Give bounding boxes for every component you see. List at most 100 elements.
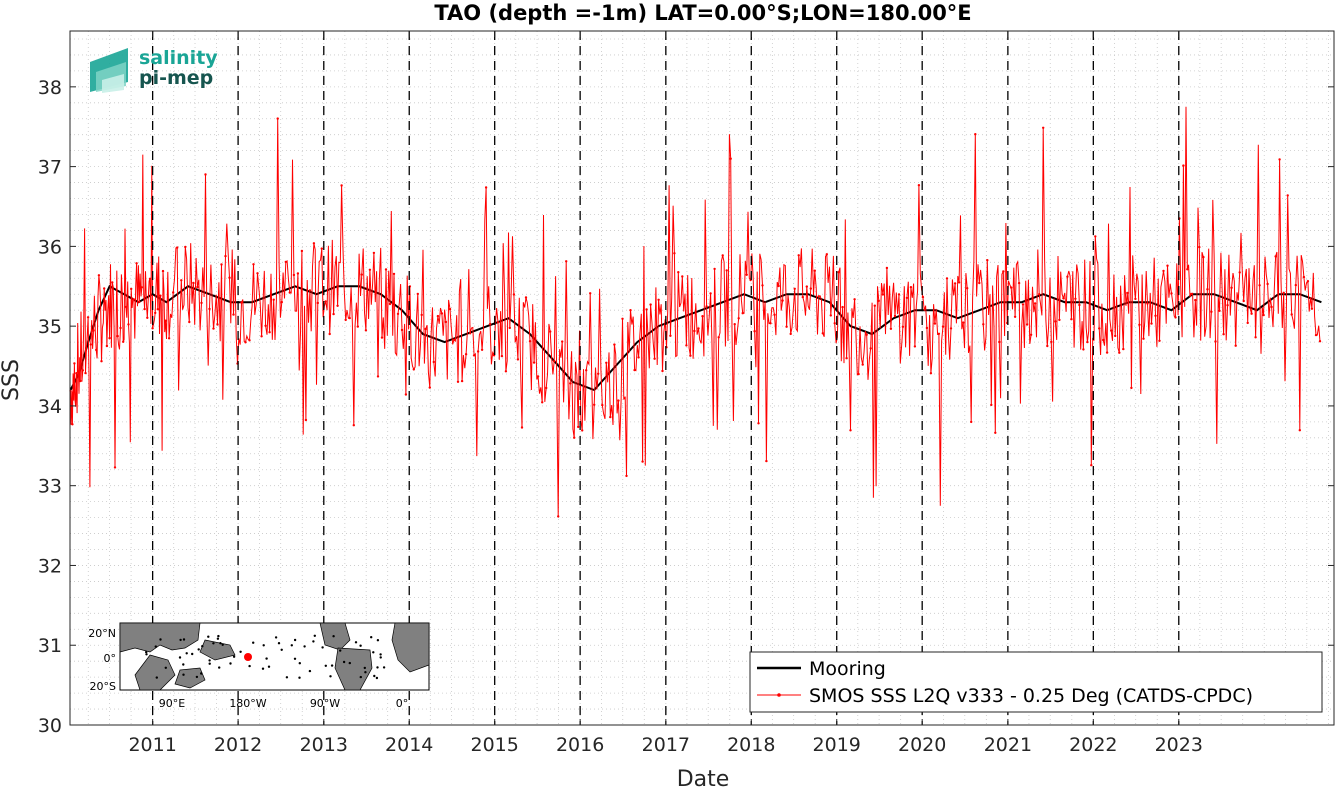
smos-point — [1290, 313, 1293, 316]
smos-point — [260, 335, 263, 338]
smos-point — [797, 254, 800, 257]
smos-point — [986, 259, 989, 262]
smos-point — [154, 311, 157, 315]
smos-point — [1021, 303, 1025, 306]
smos-point — [1202, 255, 1205, 259]
smos-point — [998, 340, 1001, 344]
smos-point — [613, 343, 616, 346]
smos-point — [717, 336, 720, 339]
legend-label-mooring: Mooring — [809, 658, 886, 680]
smos-point — [633, 368, 636, 372]
smos-point — [753, 330, 756, 333]
smos-point — [412, 368, 415, 371]
smos-point — [1010, 286, 1013, 289]
smos-point — [488, 322, 492, 326]
smos-point — [111, 281, 114, 284]
smos-point — [480, 348, 484, 351]
smos-point — [308, 289, 312, 292]
smos-point — [404, 393, 408, 396]
smos-point — [86, 316, 90, 319]
smos-point — [737, 317, 740, 320]
smos-point — [673, 252, 676, 255]
smos-point — [84, 371, 87, 375]
smos-point — [677, 271, 680, 274]
smos-point — [1298, 429, 1302, 432]
smos-point — [601, 403, 604, 407]
smos-point — [805, 285, 808, 288]
inset-map-mooring-dot — [217, 634, 220, 638]
smos-point — [127, 323, 130, 326]
smos-point — [553, 360, 556, 363]
smos-point — [1190, 292, 1193, 296]
smos-point — [1122, 347, 1125, 351]
smos-point — [400, 328, 404, 332]
smos-point — [252, 263, 255, 266]
inset-map-lon-label: 0° — [396, 697, 409, 710]
smos-point — [1214, 340, 1217, 343]
smos-point — [73, 362, 76, 365]
inset-map-mooring-dot — [376, 639, 380, 642]
smos-point — [100, 360, 103, 363]
smos-point — [1110, 329, 1113, 332]
smos-point — [957, 281, 961, 284]
smos-point — [701, 315, 704, 318]
y-tick-label: 31 — [38, 635, 62, 657]
smos-point — [312, 242, 316, 245]
y-tick-label: 34 — [38, 396, 62, 418]
smos-point — [757, 422, 760, 425]
y-tick-label: 30 — [38, 715, 62, 737]
smos-point — [1078, 303, 1081, 307]
inset-map-mooring-dot — [261, 667, 265, 670]
smos-point — [232, 313, 235, 316]
smos-point — [725, 269, 728, 272]
inset-map-mooring-dot — [248, 664, 251, 668]
smos-point — [520, 426, 524, 429]
inset-map-mooring-dot — [324, 664, 327, 667]
smos-point — [75, 372, 78, 375]
inset-map-land — [391, 622, 430, 673]
smos-point — [573, 436, 576, 439]
smos-point — [1126, 291, 1129, 295]
legend: Mooring SMOS SSS L2Q v333 - 0.25 Deg (CAT… — [749, 651, 1323, 713]
smos-point — [893, 314, 897, 318]
smos-point — [937, 332, 941, 335]
smos-point — [781, 299, 784, 302]
smos-point — [376, 375, 380, 378]
smos-point — [733, 323, 736, 326]
smos-point — [1033, 302, 1037, 305]
smos-point — [1218, 309, 1221, 312]
inset-map-mooring-dot — [232, 655, 236, 658]
smos-point — [901, 325, 905, 328]
smos-point — [420, 313, 423, 317]
smos-point — [917, 184, 921, 187]
inset-map-mooring-dot — [182, 638, 186, 641]
smos-point — [192, 281, 195, 285]
smos-point — [697, 327, 700, 330]
smos-point — [761, 284, 764, 287]
inset-map-mooring-dot — [312, 640, 315, 643]
inset-map-mooring-dot — [298, 676, 301, 679]
smos-point — [344, 318, 347, 322]
smos-point — [929, 372, 933, 375]
smos-point — [897, 293, 901, 296]
smos-point — [1002, 270, 1005, 273]
smos-point — [1013, 315, 1017, 318]
inset-map-mooring-dot — [298, 662, 301, 665]
smos-point — [204, 173, 207, 176]
smos-point — [1282, 291, 1285, 294]
smos-point — [617, 399, 620, 402]
smos-point — [508, 326, 511, 330]
smos-point — [593, 403, 596, 406]
smos-point — [1118, 351, 1121, 354]
inset-map-mooring-dot — [376, 666, 379, 669]
smos-point — [1270, 305, 1273, 309]
smos-point — [476, 350, 480, 353]
smos-point — [460, 379, 464, 383]
smos-point — [1194, 298, 1197, 302]
smos-point — [990, 403, 993, 407]
smos-point — [156, 308, 159, 311]
smos-point — [1174, 316, 1177, 319]
inset-map-mooring-dot — [382, 666, 386, 669]
smos-point — [380, 336, 384, 339]
smos-point — [428, 386, 431, 389]
